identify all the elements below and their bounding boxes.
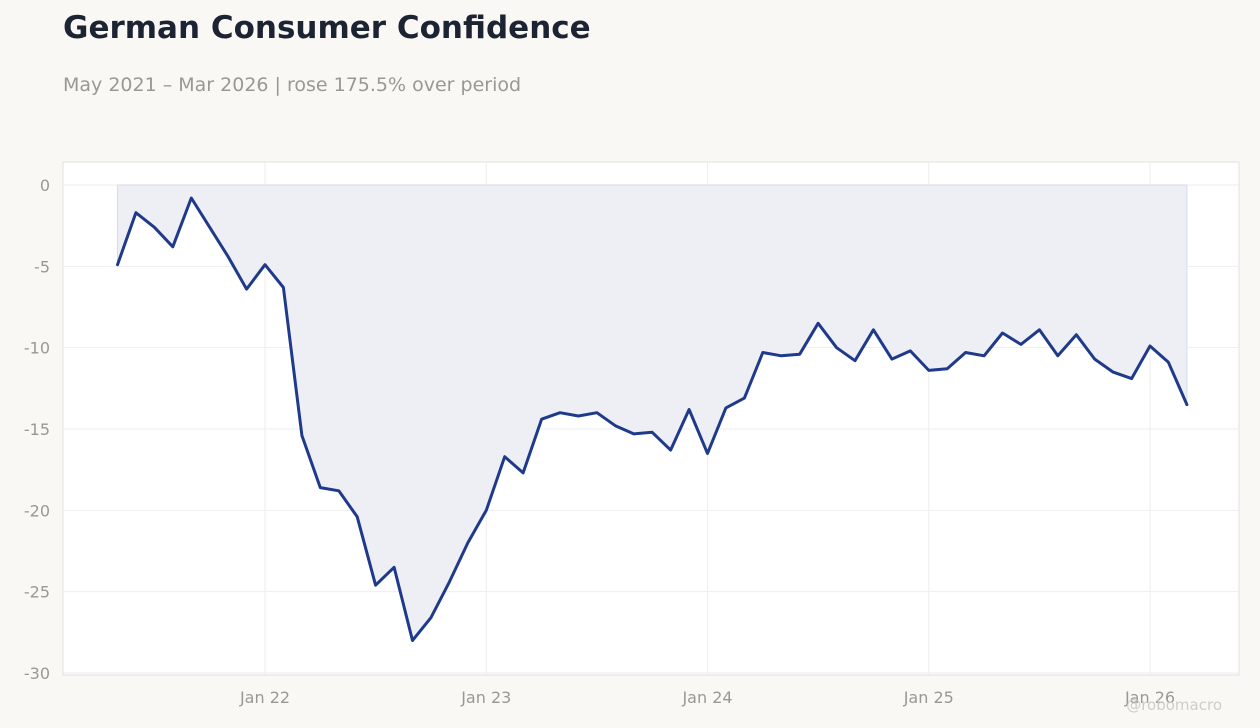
chart-title: German Consumer Confidence bbox=[63, 10, 591, 46]
watermark: @robomacro bbox=[1126, 696, 1222, 714]
x-axis: Jan 22 Jan 23 Jan 24 Jan 25 Jan 26 bbox=[239, 688, 1175, 707]
x-tick-label: Jan 22 bbox=[239, 688, 290, 707]
y-tick-label: -20 bbox=[24, 501, 50, 520]
x-tick-label: Jan 25 bbox=[903, 688, 954, 707]
y-tick-label: -15 bbox=[24, 420, 50, 439]
series-line bbox=[116, 196, 1189, 642]
y-tick-label: -5 bbox=[34, 257, 50, 276]
y-tick-label: -25 bbox=[24, 583, 50, 602]
y-tick-label: 0 bbox=[40, 176, 50, 195]
x-tick-label: Jan 24 bbox=[681, 688, 732, 707]
y-tick-label: -30 bbox=[24, 664, 50, 683]
x-tick-label: Jan 26 bbox=[1124, 688, 1175, 707]
x-tick-label: Jan 23 bbox=[460, 688, 511, 707]
chart-subtitle: May 2021 – Mar 2026 | rose 175.5% over p… bbox=[63, 74, 522, 96]
y-tick-label: -10 bbox=[24, 339, 50, 358]
y-axis: 0 -5 -10 -15 -20 -25 -30 bbox=[24, 176, 50, 683]
